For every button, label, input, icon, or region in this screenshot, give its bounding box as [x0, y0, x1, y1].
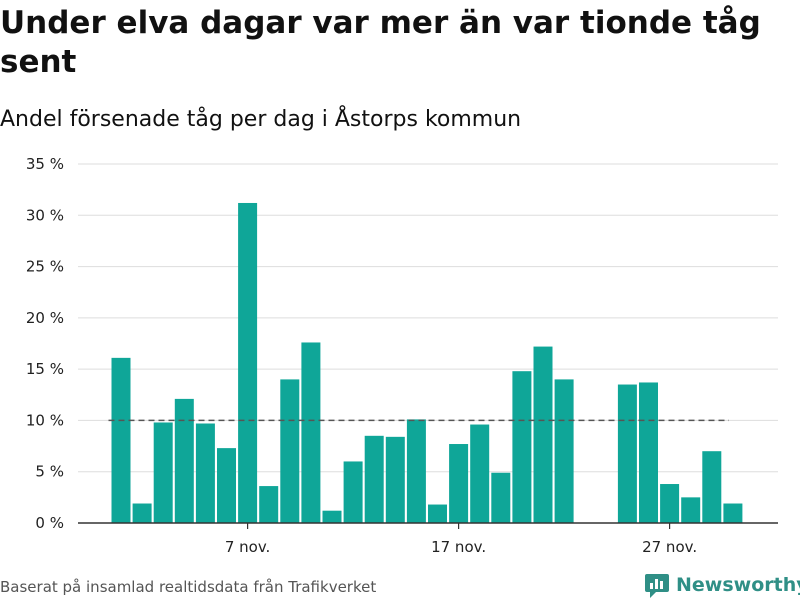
- x-tick-label: 17 nov.: [431, 538, 486, 556]
- brand-logo: Newsworthy: [644, 570, 800, 600]
- bar: [343, 461, 363, 523]
- y-tick-label: 10 %: [26, 411, 64, 429]
- bar: [639, 382, 658, 523]
- bar: [554, 379, 574, 523]
- bar: [406, 419, 426, 523]
- source-note: Baserat på insamlad realtidsdata från Tr…: [0, 578, 377, 596]
- bar: [174, 398, 194, 523]
- bar: [660, 484, 680, 523]
- bar: [385, 436, 405, 523]
- brand-name: Newsworthy: [676, 574, 800, 596]
- bar: [512, 371, 532, 523]
- bar: [491, 472, 511, 523]
- grid-lines: [78, 163, 778, 473]
- y-axis-ticks: 0 % 5 % 10 % 15 % 20 % 25 % 30 % 35 %: [26, 155, 64, 532]
- bar: [533, 346, 553, 523]
- y-tick-label: 20 %: [26, 309, 64, 327]
- newsworthy-logo-icon: [645, 574, 669, 598]
- y-tick-label: 5 %: [35, 463, 64, 481]
- y-tick-label: 30 %: [26, 206, 64, 224]
- y-tick-label: 25 %: [26, 258, 64, 276]
- bar: [449, 444, 469, 523]
- x-axis-ticks: 7 nov. 17 nov. 27 nov.: [225, 523, 697, 556]
- x-tick-label: 27 nov.: [642, 538, 697, 556]
- bars: [111, 202, 743, 523]
- bar: [195, 423, 215, 523]
- bar: [238, 202, 258, 523]
- bar: [280, 379, 300, 523]
- bar: [428, 504, 447, 523]
- y-tick-label: 0 %: [35, 514, 64, 532]
- bar: [111, 357, 131, 523]
- chart-subtitle: Andel försenade tåg per dag i Åstorps ko…: [0, 107, 522, 132]
- bar: [470, 424, 490, 523]
- bar: [153, 422, 173, 523]
- x-tick-label: 7 nov.: [225, 538, 270, 556]
- bar: [259, 486, 279, 523]
- y-tick-label: 35 %: [26, 155, 64, 173]
- bar: [364, 435, 384, 523]
- y-tick-label: 15 %: [26, 360, 64, 378]
- bar-chart: 0 % 5 % 10 % 15 % 20 % 25 % 30 % 35 % 7 nov. 17 …: [26, 155, 778, 556]
- chart-title: Under elva dagar var mer än var tionde t…: [0, 5, 761, 80]
- bar: [681, 497, 701, 523]
- bar: [723, 503, 743, 523]
- bar: [132, 503, 152, 523]
- bar: [617, 384, 637, 523]
- bar: [217, 448, 236, 523]
- bar: [322, 510, 342, 523]
- bar: [702, 451, 722, 523]
- bar: [301, 342, 321, 523]
